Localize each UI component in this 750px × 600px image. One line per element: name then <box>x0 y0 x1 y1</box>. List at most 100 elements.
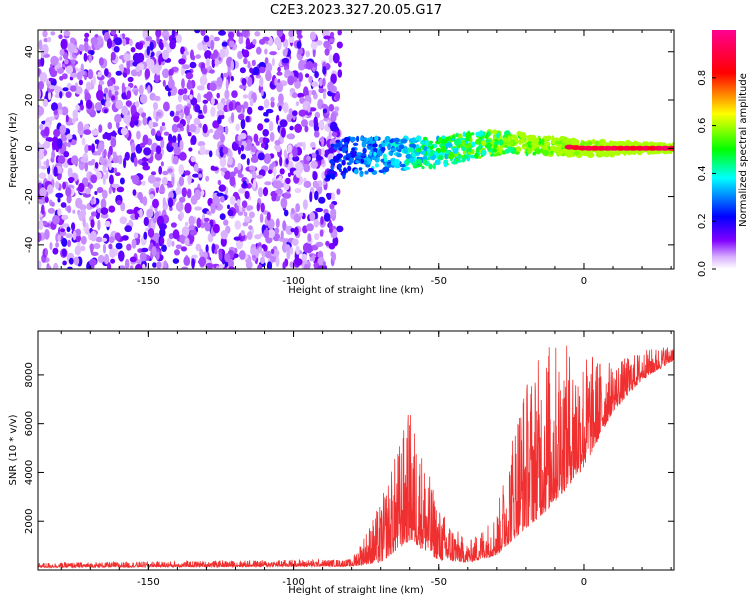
heatmap-cell <box>330 31 335 38</box>
heatmap-cell <box>189 94 193 100</box>
heatmap-cell <box>443 159 449 163</box>
heatmap-cell <box>461 146 467 151</box>
heatmap-cell <box>325 240 330 247</box>
heatmap-cell <box>407 147 415 153</box>
heatmap-cell <box>203 35 210 43</box>
heatmap-cell <box>264 57 269 65</box>
heatmap-cell <box>322 108 327 114</box>
heatmap-cell <box>130 142 136 154</box>
heatmap-cell <box>114 90 119 96</box>
heatmap-cell <box>100 207 109 215</box>
heatmap-cell <box>559 135 566 141</box>
heatmap-cell <box>186 123 190 135</box>
heatmap-cell <box>180 66 185 76</box>
heatmap-cell <box>462 131 466 137</box>
heatmap-cell <box>242 222 249 227</box>
heatmap-cell <box>338 168 342 173</box>
heatmap-cell <box>123 157 127 169</box>
heatmap-cell <box>155 30 162 38</box>
heatmap-cell <box>126 209 135 215</box>
x-tick-label: -150 <box>137 577 160 588</box>
heatmap-cell <box>228 150 233 159</box>
heatmap-cell <box>153 101 158 111</box>
heatmap-cell <box>423 145 428 152</box>
heatmap-cell <box>59 48 65 57</box>
heatmap-cell <box>265 250 272 259</box>
heatmap-cell <box>509 140 514 145</box>
heatmap-cell <box>67 266 73 269</box>
heatmap-cell <box>277 66 281 73</box>
heatmap-cell <box>177 88 185 96</box>
heatmap-cell <box>96 36 104 46</box>
heatmap-cell <box>321 147 325 157</box>
heatmap-cell <box>256 174 264 179</box>
colorbar-label: Normalized spectral amplitude <box>738 73 749 227</box>
heatmap-cell <box>57 155 66 165</box>
heatmap-cell <box>199 248 204 258</box>
heatmap-cell <box>216 102 224 111</box>
heatmap-cell <box>220 167 228 172</box>
heatmap-cell <box>165 32 170 39</box>
heatmap-cell <box>504 144 508 149</box>
heatmap-cell <box>129 256 137 263</box>
heatmap-cell <box>502 137 508 143</box>
heatmap-cell <box>341 138 345 143</box>
heatmap-cell <box>43 53 50 58</box>
heatmap-cell <box>38 232 42 243</box>
heatmap-cell <box>306 155 311 162</box>
heatmap-cell <box>38 89 42 99</box>
heatmap-cell <box>188 147 193 152</box>
heatmap-cell <box>51 102 58 112</box>
heatmap-cell <box>152 217 157 224</box>
heatmap-cell <box>178 176 185 187</box>
heatmap-cell <box>63 151 70 158</box>
heatmap-cell <box>437 154 444 161</box>
heatmap-cell <box>57 208 62 217</box>
heatmap-cell <box>65 114 69 123</box>
heatmap-cell <box>270 100 275 108</box>
heatmap-cell <box>241 30 249 38</box>
heatmap-cell <box>115 99 123 110</box>
heatmap-cell <box>384 135 391 143</box>
heatmap-cell <box>208 150 213 158</box>
heatmap-cell <box>343 167 347 174</box>
heatmap-cell <box>210 97 215 106</box>
heatmap-cell <box>214 58 220 66</box>
heatmap-cell <box>171 176 175 186</box>
heatmap-cell <box>254 234 262 240</box>
heatmap-cell <box>63 30 71 37</box>
heatmap-cell <box>242 49 250 58</box>
heatmap-cell <box>196 85 205 91</box>
heatmap-cell <box>420 141 424 145</box>
heatmap-cell <box>83 37 89 43</box>
heatmap-cell <box>108 89 112 99</box>
heatmap-cell <box>234 220 242 230</box>
heatmap-cell <box>160 161 164 167</box>
heatmap-cell <box>286 133 295 140</box>
heatmap-cell <box>135 263 143 269</box>
heatmap-cell <box>278 93 284 104</box>
heatmap-cell <box>122 38 127 47</box>
heatmap-cell <box>100 213 109 219</box>
heatmap-cell <box>44 196 49 203</box>
heatmap-cell <box>102 174 106 186</box>
heatmap-cell <box>334 106 340 112</box>
heatmap-cell <box>74 245 82 256</box>
heatmap-cell <box>96 89 104 101</box>
heatmap-cell <box>278 237 286 242</box>
heatmap-cell <box>110 258 116 264</box>
heatmap-cell <box>152 182 161 188</box>
heatmap-cell <box>52 262 59 269</box>
heatmap-cell <box>104 220 111 228</box>
heatmap-cell <box>175 104 182 112</box>
heatmap-cell <box>57 66 64 75</box>
heatmap-cell <box>381 143 386 148</box>
heatmap-cell <box>125 100 132 107</box>
heatmap-cell <box>135 66 141 72</box>
snr-axes: -150 -100 -50 0 2000 4000 6000 8000 <box>24 331 674 588</box>
heatmap-cell <box>345 153 352 159</box>
heatmap-cell <box>98 57 104 66</box>
heatmap-cell <box>265 70 272 82</box>
heatmap-cell <box>438 136 442 143</box>
heatmap-cell <box>139 208 143 219</box>
